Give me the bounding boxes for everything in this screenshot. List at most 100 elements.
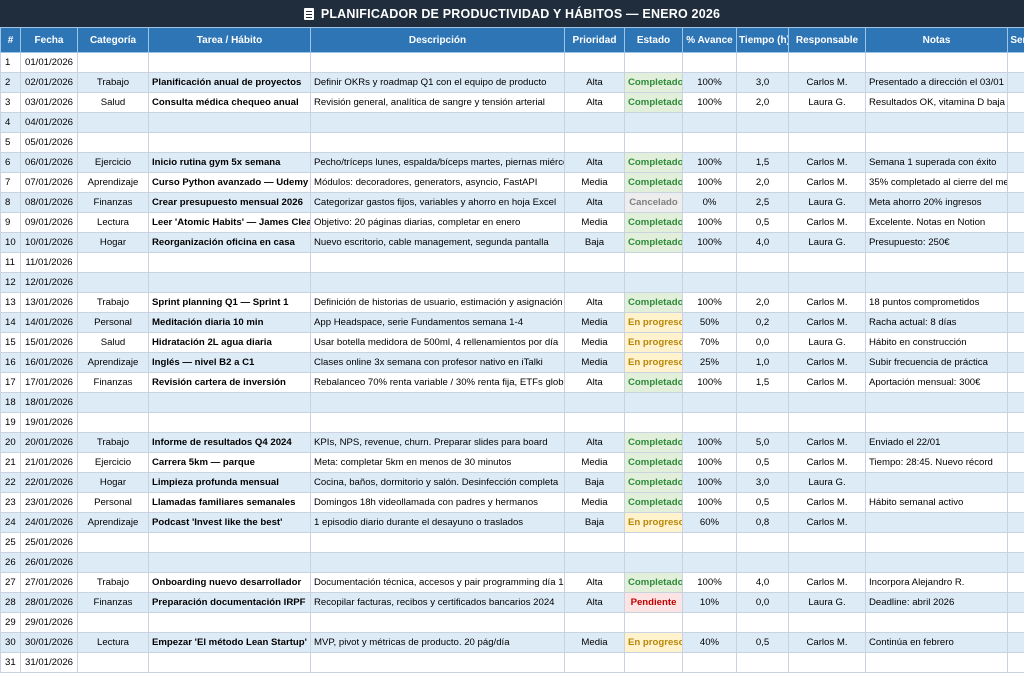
cell-fecha[interactable]: 27/01/2026 [21,573,78,593]
cell-avance[interactable] [683,613,737,633]
cell-notas[interactable] [866,273,1008,293]
cell-prioridad[interactable]: Alta [565,293,625,313]
cell-num[interactable]: 3 [1,93,21,113]
cell-fecha[interactable]: 02/01/2026 [21,73,78,93]
cell-avance[interactable] [683,393,737,413]
cell-tarea[interactable] [149,553,311,573]
cell-prioridad[interactable] [565,393,625,413]
cell-prioridad[interactable]: Media [565,313,625,333]
cell-estado[interactable] [625,133,683,153]
cell-avance[interactable]: 40% [683,633,737,653]
col-header-descripcion[interactable]: Descripción [311,28,565,53]
cell-avance[interactable]: 70% [683,333,737,353]
cell-semana[interactable]: 3 [1008,313,1024,333]
cell-avance[interactable]: 100% [683,433,737,453]
cell-categoria[interactable]: Finanzas [78,593,149,613]
cell-prioridad[interactable]: Media [565,353,625,373]
cell-tiempo[interactable]: 1,5 [737,373,789,393]
cell-avance[interactable]: 100% [683,93,737,113]
cell-tarea[interactable] [149,413,311,433]
cell-avance[interactable] [683,533,737,553]
cell-categoria[interactable]: Trabajo [78,73,149,93]
cell-avance[interactable] [683,553,737,573]
cell-categoria[interactable] [78,393,149,413]
cell-descripcion[interactable]: 1 episodio diario durante el desayuno o … [311,513,565,533]
cell-tiempo[interactable]: 0,5 [737,633,789,653]
cell-categoria[interactable] [78,533,149,553]
cell-prioridad[interactable] [565,553,625,573]
cell-semana[interactable]: 5 [1008,593,1024,613]
cell-prioridad[interactable]: Baja [565,233,625,253]
cell-prioridad[interactable]: Media [565,213,625,233]
cell-avance[interactable]: 100% [683,493,737,513]
cell-prioridad[interactable]: Media [565,453,625,473]
cell-notas[interactable]: Tiempo: 28:45. Nuevo récord [866,453,1008,473]
cell-prioridad[interactable]: Alta [565,73,625,93]
cell-semana[interactable]: 4 [1008,533,1024,553]
cell-descripcion[interactable]: Documentación técnica, accesos y pair pr… [311,573,565,593]
cell-responsable[interactable]: Laura G. [789,333,866,353]
cell-semana[interactable]: 2 [1008,213,1024,233]
cell-avance[interactable] [683,133,737,153]
cell-responsable[interactable]: Carlos M. [789,573,866,593]
cell-descripcion[interactable]: Cocina, baños, dormitorio y salón. Desin… [311,473,565,493]
cell-semana[interactable]: 3 [1008,353,1024,373]
cell-prioridad[interactable] [565,273,625,293]
cell-responsable[interactable]: Carlos M. [789,213,866,233]
cell-responsable[interactable]: Laura G. [789,193,866,213]
cell-notas[interactable] [866,553,1008,573]
cell-semana[interactable]: 2 [1008,233,1024,253]
cell-notas[interactable]: Enviado el 22/01 [866,433,1008,453]
cell-tarea[interactable]: Inglés — nivel B2 a C1 [149,353,311,373]
cell-tiempo[interactable] [737,53,789,73]
cell-semana[interactable]: 3 [1008,293,1024,313]
cell-categoria[interactable]: Trabajo [78,293,149,313]
cell-semana[interactable]: 5 [1008,653,1024,673]
cell-prioridad[interactable]: Media [565,173,625,193]
cell-num[interactable]: 2 [1,73,21,93]
cell-num[interactable]: 24 [1,513,21,533]
cell-prioridad[interactable]: Media [565,493,625,513]
cell-responsable[interactable] [789,253,866,273]
cell-prioridad[interactable] [565,413,625,433]
cell-num[interactable]: 31 [1,653,21,673]
cell-categoria[interactable]: Aprendizaje [78,513,149,533]
cell-estado[interactable] [625,553,683,573]
cell-semana[interactable]: 5 [1008,573,1024,593]
cell-estado[interactable]: Completado [625,433,683,453]
cell-notas[interactable] [866,113,1008,133]
cell-descripcion[interactable]: Rebalanceo 70% renta variable / 30% rent… [311,373,565,393]
cell-notas[interactable]: Semana 1 superada con éxito [866,153,1008,173]
cell-tiempo[interactable]: 3,0 [737,73,789,93]
cell-avance[interactable]: 60% [683,513,737,533]
cell-categoria[interactable]: Aprendizaje [78,173,149,193]
cell-tiempo[interactable] [737,133,789,153]
cell-tiempo[interactable] [737,393,789,413]
cell-descripcion[interactable] [311,653,565,673]
cell-responsable[interactable] [789,613,866,633]
cell-responsable[interactable]: Laura G. [789,93,866,113]
cell-tarea[interactable]: Leer 'Atomic Habits' — James Clear [149,213,311,233]
cell-tarea[interactable]: Revisión cartera de inversión [149,373,311,393]
cell-responsable[interactable]: Carlos M. [789,373,866,393]
cell-num[interactable]: 28 [1,593,21,613]
cell-estado[interactable]: Completado [625,173,683,193]
cell-num[interactable]: 26 [1,553,21,573]
cell-responsable[interactable]: Laura G. [789,233,866,253]
cell-estado[interactable]: Completado [625,233,683,253]
cell-fecha[interactable]: 11/01/2026 [21,253,78,273]
cell-descripcion[interactable] [311,113,565,133]
cell-descripcion[interactable]: Nuevo escritorio, cable management, segu… [311,233,565,253]
cell-responsable[interactable] [789,533,866,553]
cell-tiempo[interactable] [737,273,789,293]
cell-responsable[interactable]: Carlos M. [789,153,866,173]
cell-num[interactable]: 17 [1,373,21,393]
cell-tiempo[interactable]: 2,0 [737,293,789,313]
cell-categoria[interactable] [78,653,149,673]
cell-tarea[interactable]: Onboarding nuevo desarrollador [149,573,311,593]
cell-notas[interactable]: Aportación mensual: 300€ [866,373,1008,393]
cell-tarea[interactable]: Crear presupuesto mensual 2026 [149,193,311,213]
cell-descripcion[interactable]: Domingos 18h videollamada con padres y h… [311,493,565,513]
cell-categoria[interactable]: Hogar [78,233,149,253]
cell-prioridad[interactable]: Alta [565,153,625,173]
